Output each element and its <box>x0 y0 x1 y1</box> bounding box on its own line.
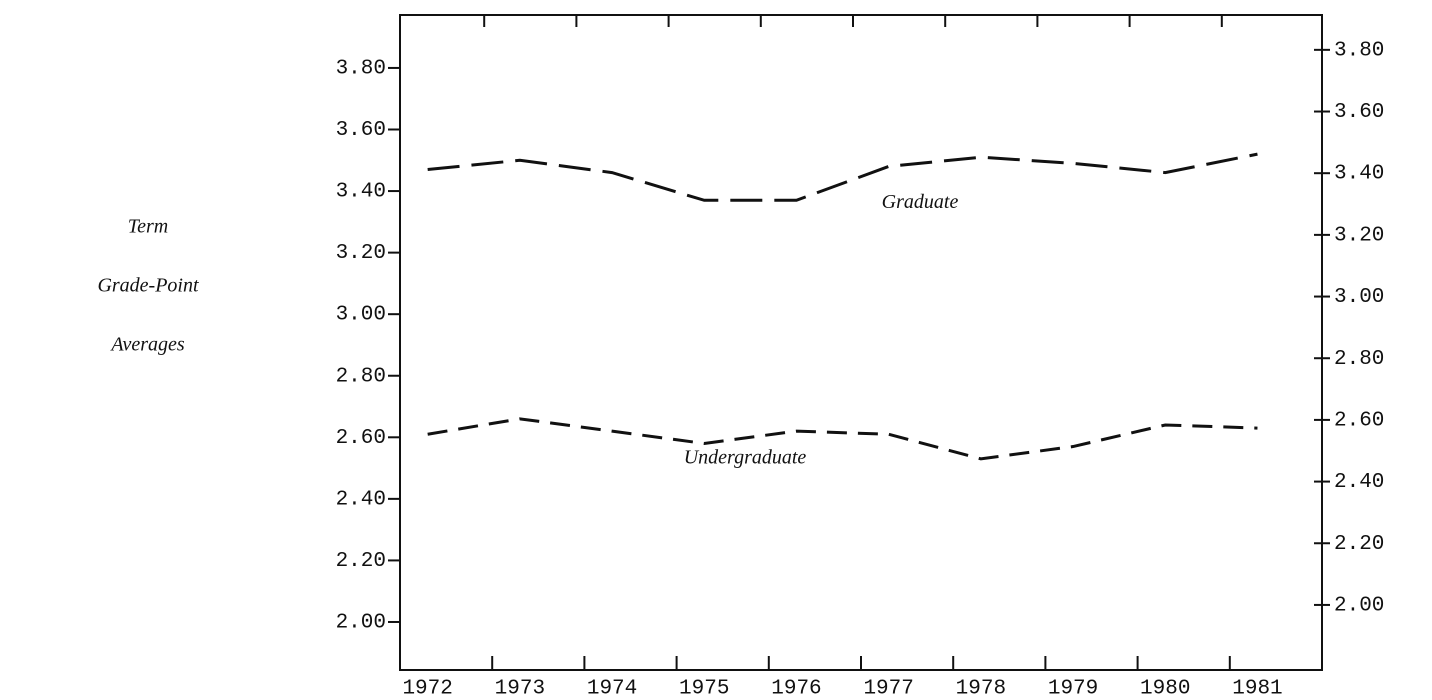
y-tick-label: 2.40 <box>336 488 386 511</box>
x-tick-label: 1976 <box>771 678 821 700</box>
y2-tick-label: 2.60 <box>1334 409 1384 432</box>
y-tick-label: 3.60 <box>336 119 386 142</box>
y-tick-label: 3.40 <box>336 181 386 204</box>
y2-tick-label: 2.20 <box>1334 533 1384 556</box>
x-tick-label: 1979 <box>1048 678 1098 700</box>
x-tick-label: 1977 <box>863 678 913 700</box>
y-tick-label: 3.00 <box>336 304 386 327</box>
x-tick-label: 1973 <box>495 678 545 700</box>
x-tick-label: 1980 <box>1140 678 1190 700</box>
y-tick-label: 2.00 <box>336 612 386 635</box>
y2-tick-label: 3.20 <box>1334 224 1384 247</box>
y-tick-label: 3.80 <box>336 57 386 80</box>
y-axis-label: Averages <box>109 334 185 356</box>
y-axis-label: Grade-Point <box>97 275 199 297</box>
y2-tick-label: 3.00 <box>1334 286 1384 309</box>
y2-tick-label: 3.40 <box>1334 163 1384 186</box>
y-axis-label: Term <box>128 216 168 238</box>
y2-tick-label: 3.60 <box>1334 101 1384 124</box>
y2-tick-label: 2.40 <box>1334 471 1384 494</box>
plot-frame <box>399 14 1323 671</box>
line-series <box>427 417 1258 461</box>
x-tick-label: 1974 <box>587 678 637 700</box>
x-tick-label: 1978 <box>956 678 1006 700</box>
y-tick-label: 3.20 <box>336 242 386 265</box>
y-tick-label: 2.20 <box>336 550 386 573</box>
y2-tick-label: 3.80 <box>1334 39 1384 62</box>
x-tick-label: 1975 <box>679 678 729 700</box>
series-label: Undergraduate <box>684 446 807 468</box>
y2-tick-label: 2.80 <box>1334 348 1384 371</box>
y-tick-label: 2.60 <box>336 427 386 450</box>
series-label: Graduate <box>882 191 959 213</box>
y-tick-label: 2.80 <box>336 365 386 388</box>
y2-tick-label: 2.00 <box>1334 594 1384 617</box>
line-series <box>427 152 1258 202</box>
x-tick-label: 1981 <box>1232 678 1282 700</box>
x-tick-label: 1972 <box>402 678 452 700</box>
